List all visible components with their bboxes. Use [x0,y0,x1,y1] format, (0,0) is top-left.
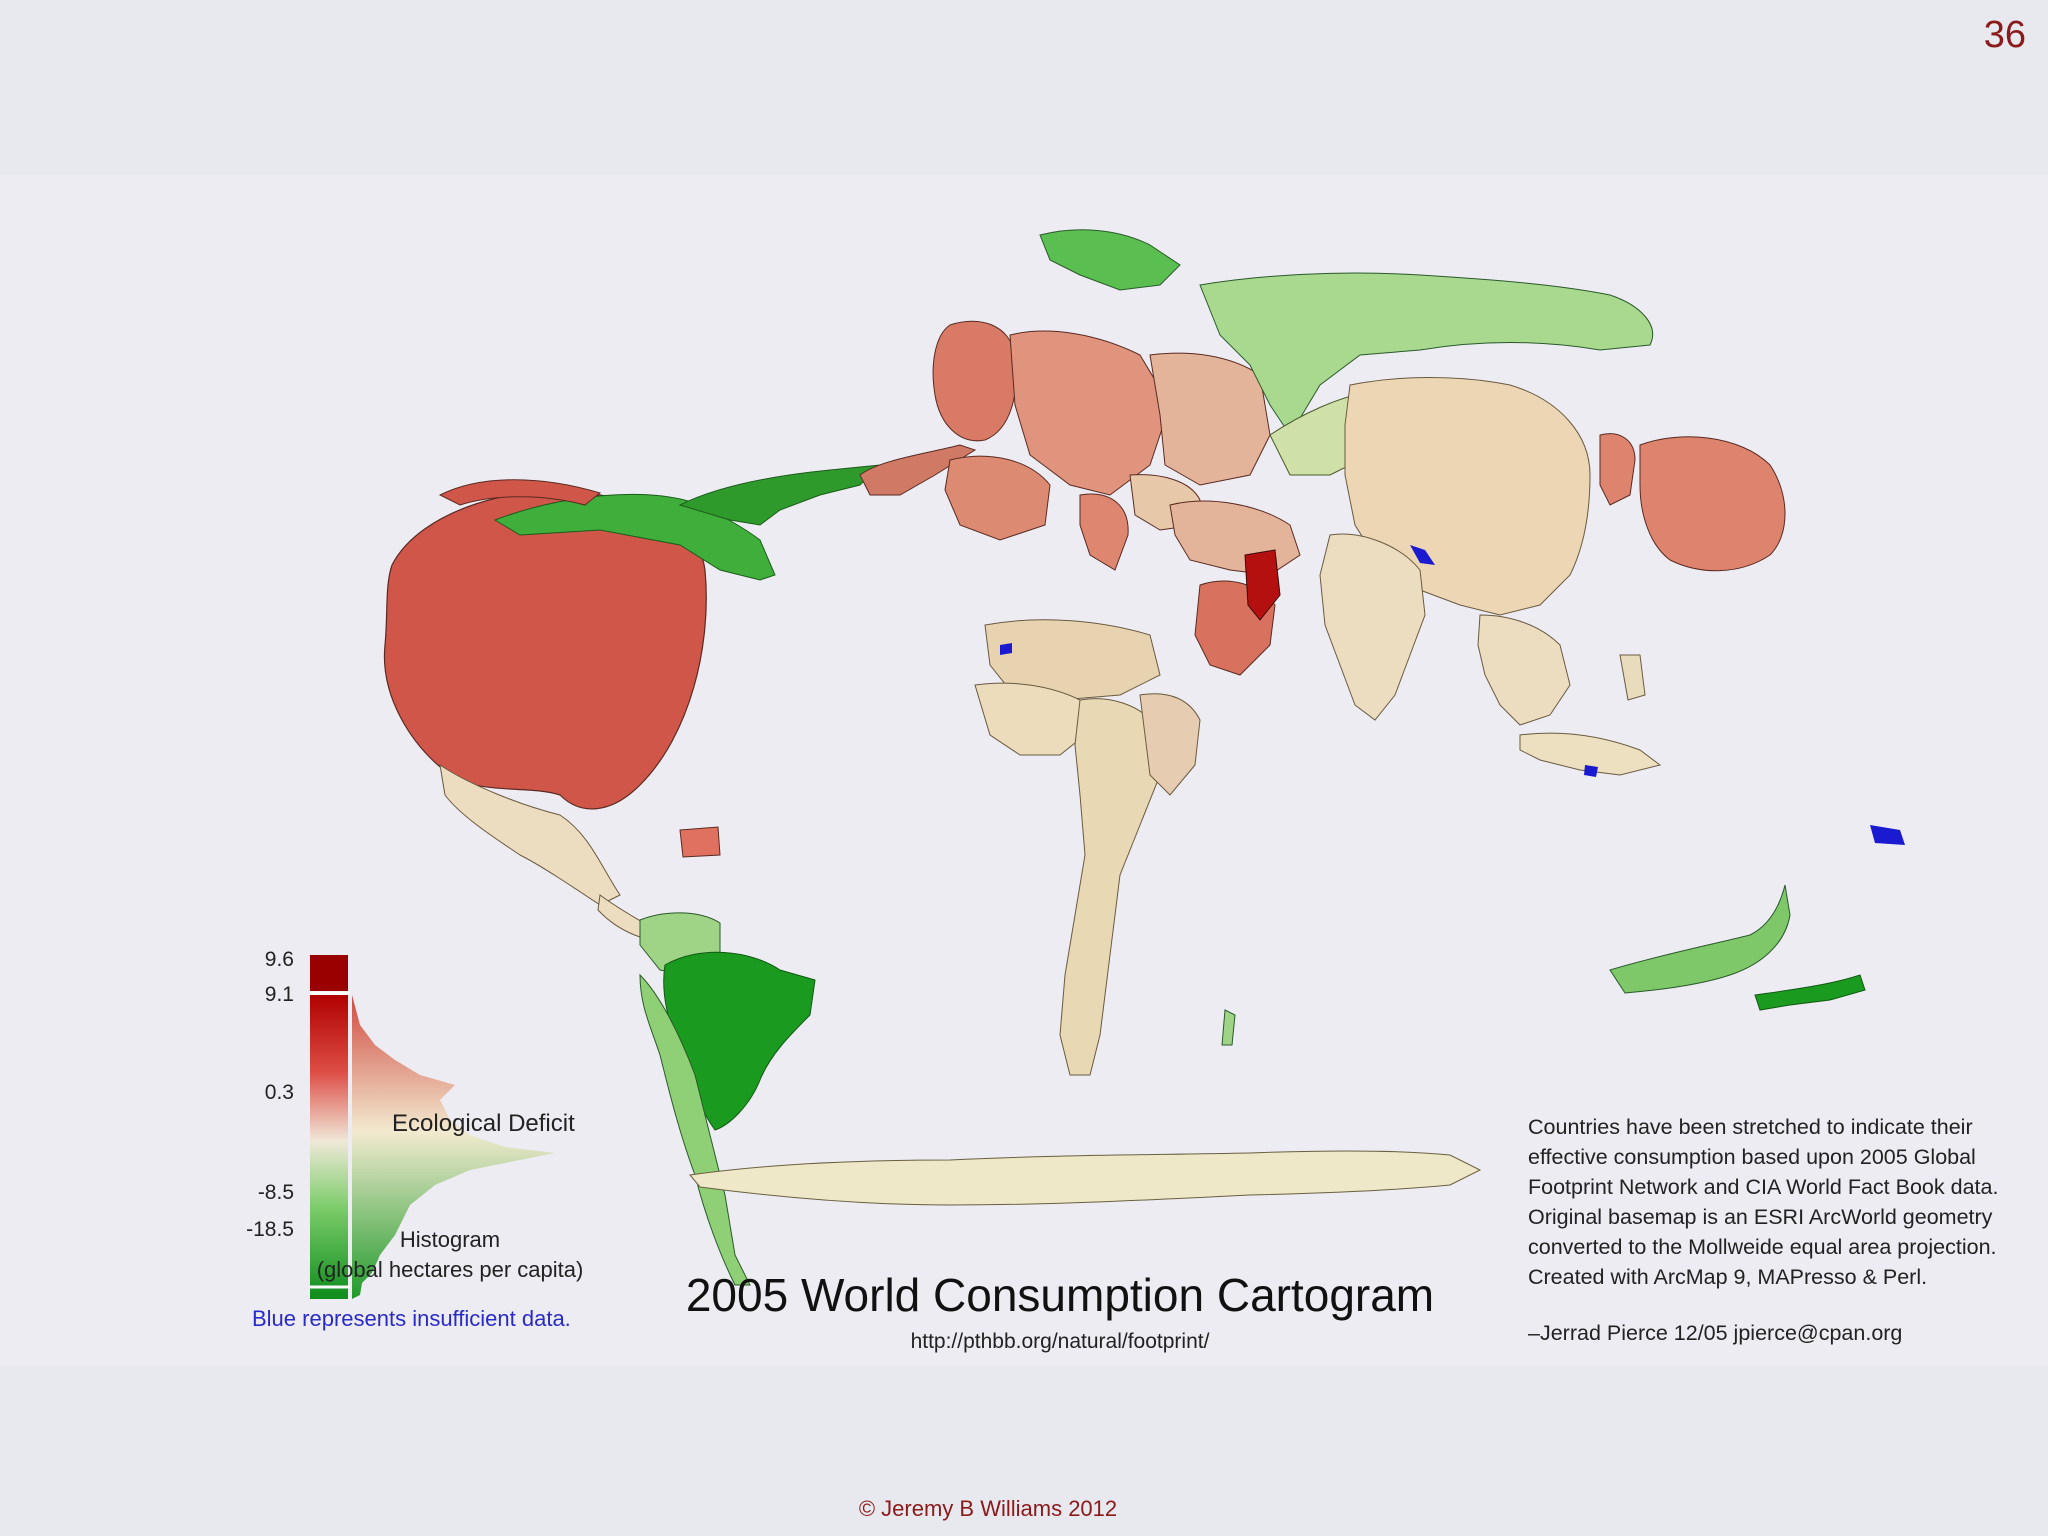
insufficient-data-west-africa [1000,643,1012,655]
uk-region [932,320,1017,442]
turkey-iran-region [1169,500,1301,576]
gulf-states-region [1244,549,1281,621]
histogram-label: Histogram [399,1227,501,1252]
slide-number: 36 [1983,14,2026,56]
middle-east [1169,500,1301,676]
korea-region [1599,433,1636,506]
europe [932,229,1271,571]
iberia-region [944,455,1051,541]
central-africa-region [1059,698,1161,1076]
southeast-asia-region [1477,614,1571,726]
asia [1319,377,1786,777]
legend-tick-upper: 9.1 [264,983,294,1006]
legend-tick-mid: 0.3 [264,1081,294,1104]
insufficient-data-himalaya [1410,545,1435,565]
cartogram-map-panel: Ecological Deficit 9.6 9.1 0.3 -8.5 -18.… [0,175,2048,1365]
legend-title: Ecological Deficit [392,1110,575,1137]
new-zealand-region [1754,974,1866,1011]
map-url: http://pthbb.org/natural/footprint/ [910,1330,1210,1353]
cartogram-map [310,229,1905,1299]
philippines-region [1619,654,1646,701]
madagascar-region [1221,1009,1236,1046]
description-line: Countries have been stretched to indicat… [1528,1115,1973,1139]
western-europe-region [1009,330,1171,496]
units-label: (global hectares per capita) [316,1257,584,1282]
legend-colorbar [310,955,350,1299]
copyright-footer: © Jeremy B Williams 2012 [858,1496,1118,1521]
insufficient-data-sea [1584,765,1598,777]
eastern-europe-region [1149,352,1271,486]
description-line: Created with ArcMap 9, MAPresso & Perl. [1528,1265,1928,1289]
south-america [639,912,816,1286]
caribbean-region [679,826,721,858]
north-africa-region [984,619,1161,701]
italy-region [1079,493,1129,571]
description-line: effective consumption based upon 2005 Gl… [1528,1145,1976,1169]
scandinavia-region [1039,229,1181,291]
map-title: 2005 World Consumption Cartogram [685,1269,1435,1321]
usa-region [383,490,707,810]
west-africa-region [974,682,1086,756]
legend-histogram [352,995,555,1299]
canada-arctic-islands [678,464,882,526]
japan-region [1639,436,1786,572]
antarctica-region [689,1150,1482,1206]
description-line: Original basemap is an ESRI ArcWorld geo… [1528,1205,1993,1229]
legend-tick-min: -18.5 [246,1218,294,1241]
china-region [1344,377,1591,616]
histogram-caption: Histogram (global hectares per capita) [300,1225,600,1285]
author-credit: –Jerrad Pierce 12/05 jpierce@cpan.org [1528,1321,1903,1345]
australia-region [1609,884,1791,994]
map-description: Countries have been stretched to indicat… [1528,1112,2048,1292]
alaska-region [438,479,602,506]
russia-region [1199,272,1654,436]
legend-tick-lower: -8.5 [257,1181,294,1204]
oceania [1609,825,1905,1011]
legend-tick-max: 9.6 [264,948,294,971]
description-line: converted to the Mollweide equal area pr… [1528,1235,1997,1259]
pacific-islands-region [1870,825,1905,845]
africa [974,619,1236,1076]
description-line: Footprint Network and CIA World Fact Boo… [1528,1175,1999,1199]
mexico-region [439,763,621,906]
north-america [383,444,977,941]
insufficient-data-note: Blue represents insufficient data. [252,1306,571,1331]
greenland-region [859,444,977,496]
india-region [1319,533,1426,721]
east-africa-region [1139,693,1201,796]
andes-region [639,973,751,1286]
